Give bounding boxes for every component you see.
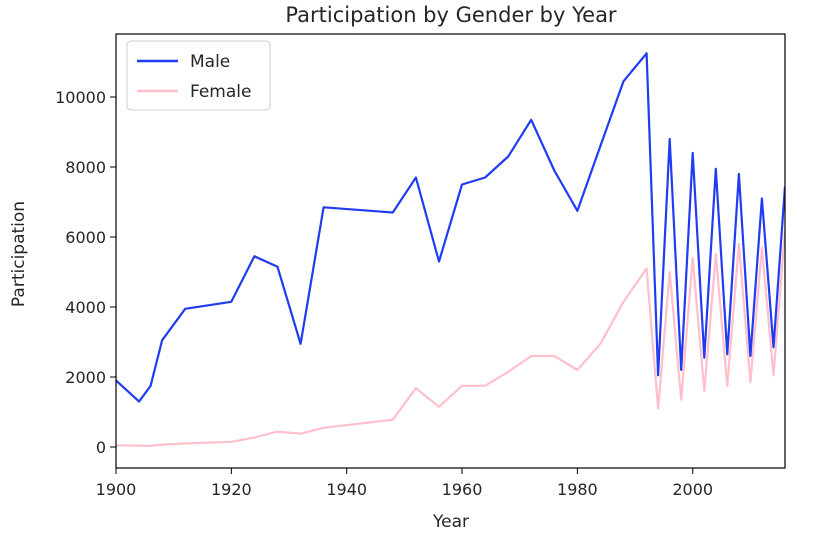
x-tick-label: 1920 — [211, 480, 252, 499]
series-line-male — [116, 52, 785, 403]
y-axis-ticks: 0 2000 4000 6000 8000 10000 — [55, 88, 116, 457]
legend: Male Female — [126, 40, 271, 111]
series-line-female — [116, 229, 785, 447]
y-tick-label: 2000 — [65, 368, 106, 387]
x-tick-label: 1940 — [326, 480, 367, 499]
x-tick-label: 1980 — [557, 480, 598, 499]
plot-frame — [115, 33, 786, 469]
plot-lines — [116, 52, 785, 447]
legend-label-male: Male — [190, 52, 230, 72]
x-tick-label: 1900 — [96, 480, 137, 499]
legend-label-female: Female — [190, 82, 251, 102]
y-axis-label: Participation — [9, 201, 29, 307]
y-tick-label: 4000 — [65, 298, 106, 317]
y-tick-label: 8000 — [65, 158, 106, 177]
chart-title: Participation by Gender by Year — [285, 3, 617, 27]
x-tick-label: 1960 — [442, 480, 483, 499]
y-tick-label: 0 — [96, 438, 106, 457]
y-tick-label: 10000 — [55, 88, 106, 107]
x-tick-label: 2000 — [672, 480, 713, 499]
x-axis-ticks: 1900 1920 1940 1960 1980 2000 — [96, 468, 713, 499]
x-axis-label: Year — [432, 512, 469, 532]
y-tick-label: 6000 — [65, 228, 106, 247]
legend-box — [126, 40, 271, 111]
